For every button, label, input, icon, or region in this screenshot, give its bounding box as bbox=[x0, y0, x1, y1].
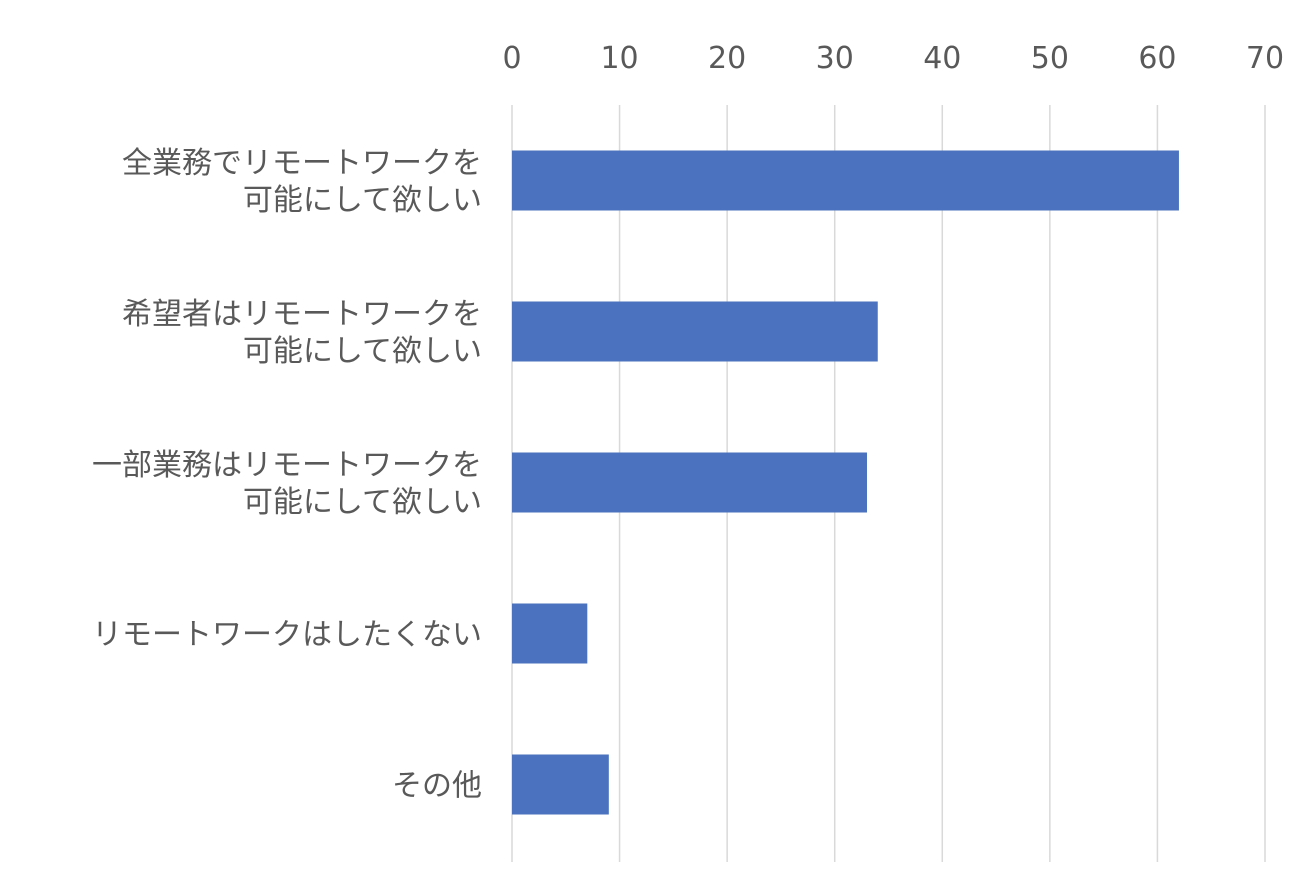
bar-1 bbox=[512, 301, 878, 362]
category-label-4: その他 bbox=[392, 769, 482, 804]
category-label-1: 希望者はリモートワークを可能にして欲しい bbox=[122, 297, 482, 369]
bar-0 bbox=[512, 150, 1179, 211]
x-tick-label: 0 bbox=[502, 41, 521, 76]
category-label-line: 全業務でリモートワークを bbox=[122, 146, 482, 181]
x-tick-label: 40 bbox=[923, 41, 961, 76]
category-label-line: 可能にして欲しい bbox=[243, 485, 482, 520]
category-label-2: 一部業務はリモートワークを可能にして欲しい bbox=[92, 448, 482, 520]
category-label-line: その他 bbox=[392, 769, 482, 804]
category-label-3: リモートワークはしたくない bbox=[92, 618, 482, 653]
x-tick-label: 20 bbox=[708, 41, 746, 76]
x-tick-label: 50 bbox=[1031, 41, 1069, 76]
bar-3 bbox=[512, 603, 588, 664]
bar-2 bbox=[512, 452, 867, 513]
category-label-line: 可能にして欲しい bbox=[243, 334, 482, 369]
x-tick-label: 10 bbox=[600, 41, 638, 76]
category-labels: 全業務でリモートワークを可能にして欲しい希望者はリモートワークを可能にして欲しい… bbox=[92, 146, 482, 804]
category-label-0: 全業務でリモートワークを可能にして欲しい bbox=[122, 146, 482, 218]
x-tick-label: 70 bbox=[1246, 41, 1284, 76]
category-label-line: 一部業務はリモートワークを bbox=[92, 448, 482, 483]
x-tick-label: 60 bbox=[1138, 41, 1176, 76]
category-label-line: 希望者はリモートワークを bbox=[122, 297, 482, 332]
x-tick-label: 30 bbox=[816, 41, 854, 76]
bars bbox=[512, 150, 1179, 815]
category-label-line: リモートワークはしたくない bbox=[92, 618, 482, 653]
bar-4 bbox=[512, 754, 609, 815]
x-axis-ticks: 0 10 20 30 40 50 60 70 bbox=[502, 41, 1284, 76]
category-label-line: 可能にして欲しい bbox=[243, 183, 482, 218]
